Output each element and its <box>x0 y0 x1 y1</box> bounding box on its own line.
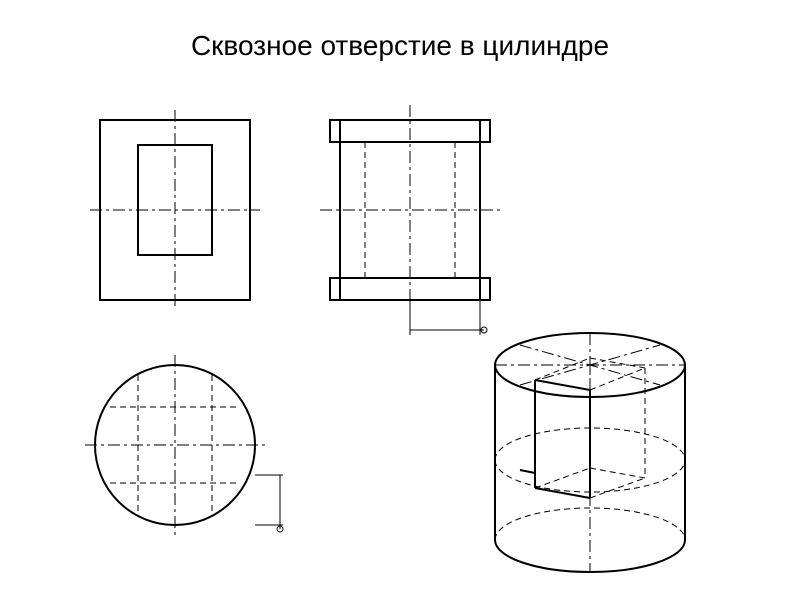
page-title: Сквозное отверстие в цилиндре <box>0 30 800 62</box>
front-view <box>90 110 260 310</box>
isometric-view <box>440 310 750 590</box>
top-view <box>85 355 305 575</box>
